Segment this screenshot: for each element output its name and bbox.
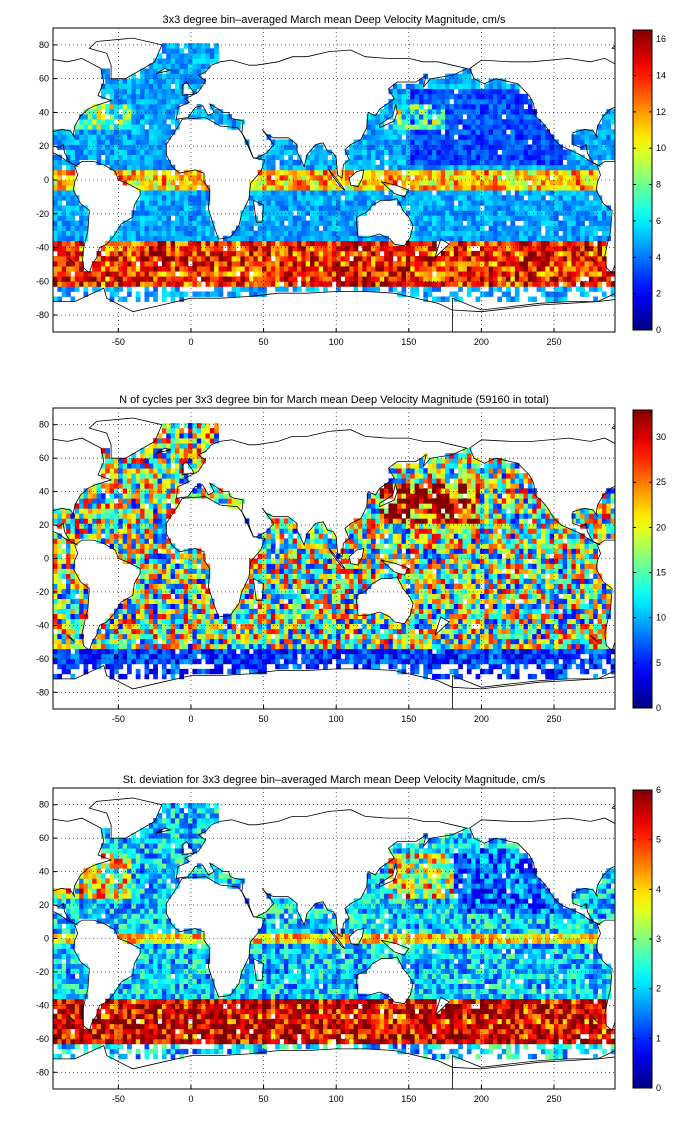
colorbar-tick-label: 2 [656, 289, 661, 299]
colorbar-tick-label: 4 [656, 252, 661, 262]
coastline [53, 37, 615, 332]
y-tick-label: 60 [39, 74, 49, 84]
panel-3: St. deviation for 3x3 degree bin–average… [36, 774, 661, 1104]
colorbar-tick-label: 6 [656, 785, 661, 795]
coastline [53, 797, 615, 1089]
data-cells [53, 803, 615, 1060]
panel-title: 3x3 degree bin–averaged March mean Deep … [162, 14, 506, 26]
x-tick-label: 150 [401, 1094, 416, 1104]
x-tick-label: -50 [112, 1094, 125, 1104]
colorbar-tick-label: 25 [656, 477, 666, 487]
colorbar-tick-label: 2 [656, 984, 661, 994]
colorbar-tick-label: 20 [656, 522, 666, 532]
panel-title: N of cycles per 3x3 degree bin for March… [119, 394, 549, 406]
x-tick-label: 0 [188, 1094, 193, 1104]
data-cells [53, 423, 615, 680]
y-tick-label: 80 [39, 40, 49, 50]
x-tick-label: -50 [112, 714, 125, 724]
y-tick-label: 20 [39, 520, 49, 530]
x-tick-label: 200 [474, 1094, 489, 1104]
colorbar [632, 409, 653, 709]
x-tick-label: 100 [329, 1094, 344, 1104]
x-tick-label: 0 [188, 714, 193, 724]
y-tick-label: -40 [36, 1000, 49, 1010]
colorbar-tick-label: 0 [656, 1083, 661, 1093]
panel-title: St. deviation for 3x3 degree bin–average… [123, 774, 546, 786]
y-tick-label: -20 [36, 967, 49, 977]
y-tick-label: -20 [36, 587, 49, 597]
data-cells [53, 43, 615, 302]
y-tick-label: 40 [39, 487, 49, 497]
x-tick-label: 50 [259, 1094, 269, 1104]
y-tick-label: -60 [36, 1034, 49, 1044]
x-tick-label: 150 [401, 714, 416, 724]
y-tick-label: -60 [36, 654, 49, 664]
colorbar [632, 29, 653, 331]
y-tick-label: 40 [39, 867, 49, 877]
y-tick-label: -80 [36, 687, 49, 697]
colorbar-tick-label: 16 [656, 34, 666, 44]
y-tick-label: -40 [36, 243, 49, 253]
coastline [53, 417, 615, 709]
x-tick-label: 250 [546, 714, 561, 724]
colorbar-tick-label: 4 [656, 884, 661, 894]
panel-1: 3x3 degree bin–averaged March mean Deep … [36, 14, 666, 347]
y-tick-label: -80 [36, 1067, 49, 1077]
colorbar-tick-label: 12 [656, 107, 666, 117]
grid [53, 408, 615, 709]
colorbar-tick-label: 5 [656, 835, 661, 845]
x-tick-label: 50 [259, 337, 269, 347]
colorbar-tick-label: 8 [656, 180, 661, 190]
colorbar-tick-label: 6 [656, 216, 661, 226]
x-tick-label: 100 [329, 337, 344, 347]
colorbar-tick-label: 1 [656, 1033, 661, 1043]
colorbar-tick-label: 3 [656, 934, 661, 944]
colorbar-tick-label: 10 [656, 143, 666, 153]
x-tick-label: -50 [112, 337, 125, 347]
y-tick-label: 20 [39, 900, 49, 910]
y-tick-label: 80 [39, 420, 49, 430]
x-tick-label: 250 [546, 1094, 561, 1104]
x-tick-label: 200 [474, 714, 489, 724]
y-tick-label: -20 [36, 209, 49, 219]
x-tick-label: 150 [401, 337, 416, 347]
y-tick-label: 60 [39, 453, 49, 463]
colorbar-tick-label: 0 [656, 325, 661, 335]
x-tick-label: 0 [188, 337, 193, 347]
grid [53, 28, 615, 332]
x-tick-label: 50 [259, 714, 269, 724]
y-tick-label: 0 [44, 934, 49, 944]
y-tick-label: -40 [36, 620, 49, 630]
y-tick-label: 20 [39, 141, 49, 151]
y-tick-label: 40 [39, 107, 49, 117]
y-tick-label: 0 [44, 554, 49, 564]
y-tick-label: 60 [39, 833, 49, 843]
x-tick-label: 200 [474, 337, 489, 347]
colorbar-tick-label: 0 [656, 703, 661, 713]
colorbar-tick-label: 5 [656, 658, 661, 668]
y-tick-label: -60 [36, 276, 49, 286]
y-tick-label: 0 [44, 175, 49, 185]
y-tick-label: 80 [39, 800, 49, 810]
panel-2: N of cycles per 3x3 degree bin for March… [36, 394, 666, 724]
colorbar-tick-label: 10 [656, 613, 666, 623]
colorbar-tick-label: 30 [656, 432, 666, 442]
colorbar-tick-label: 15 [656, 568, 666, 578]
y-tick-label: -80 [36, 310, 49, 320]
grid [53, 788, 615, 1089]
colorbar-tick-label: 14 [656, 70, 666, 80]
x-tick-label: 250 [546, 337, 561, 347]
x-tick-label: 100 [329, 714, 344, 724]
